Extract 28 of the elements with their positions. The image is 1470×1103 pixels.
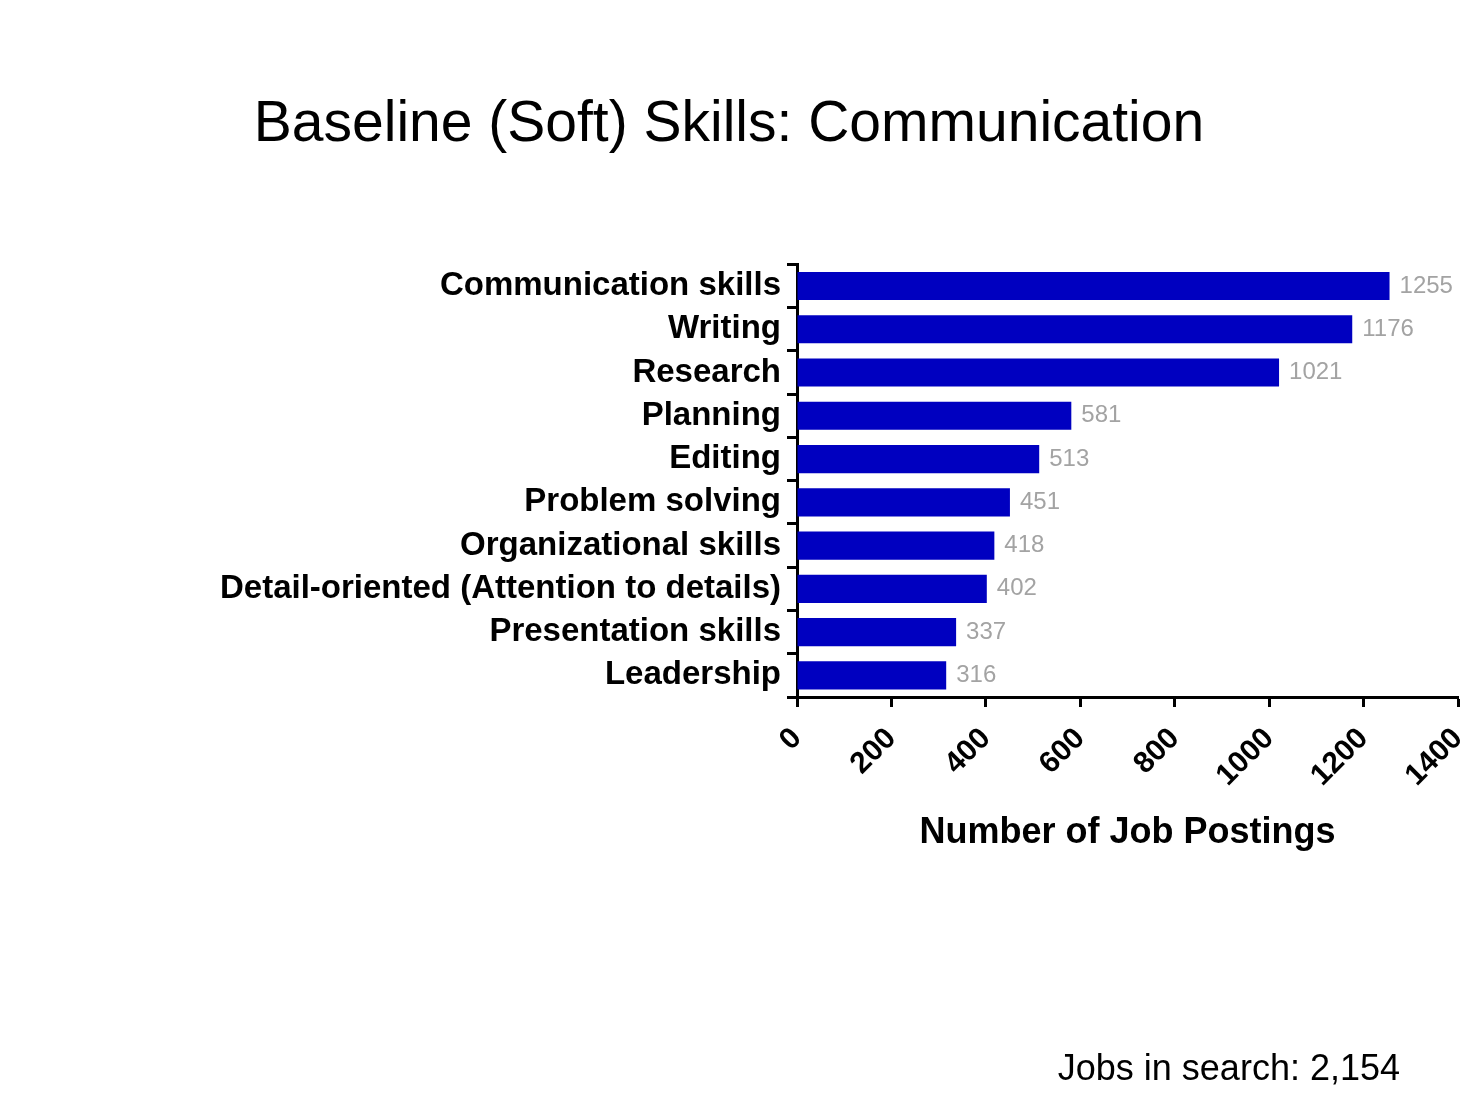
data-label: 1176 — [1362, 313, 1414, 341]
y-tick-label: Leadership — [604, 654, 781, 692]
data-label: 418 — [1004, 530, 1045, 558]
data-label: 1255 — [1399, 270, 1453, 298]
x-tick-label: 400 — [937, 720, 996, 780]
x-tick-label: 800 — [1126, 720, 1185, 780]
y-tick-label: Detail-oriented (Attention to details) — [220, 567, 781, 605]
y-tick-label: Presentation skills — [489, 611, 781, 649]
data-label: 513 — [1049, 443, 1090, 471]
data-label: 337 — [966, 616, 1007, 644]
y-tick-label: Communication skills — [439, 265, 781, 303]
y-tick-label: Problem solving — [524, 481, 781, 519]
x-tick-label: 200 — [842, 720, 902, 780]
y-tick-label: Organizational skills — [460, 524, 781, 562]
x-tick-label: 600 — [1031, 720, 1091, 780]
x-tick-label: 0 — [771, 720, 808, 756]
x-axis-title: Number of Job Postings — [919, 810, 1336, 852]
y-tick-label: Research — [632, 351, 781, 389]
y-tick-label: Planning — [641, 394, 781, 432]
data-label: 451 — [1019, 486, 1060, 514]
data-label: 402 — [996, 573, 1037, 601]
data-label: 581 — [1081, 400, 1122, 428]
y-tick-label: Writing — [667, 308, 781, 346]
text: Jobs in search: 2,154 — [1057, 1046, 1400, 1088]
data-label: 1021 — [1289, 357, 1343, 385]
y-tick-label: Editing — [669, 438, 781, 476]
chart-title: Baseline (Soft) Skills: Communication — [253, 88, 1205, 153]
data-label: 316 — [956, 659, 997, 687]
